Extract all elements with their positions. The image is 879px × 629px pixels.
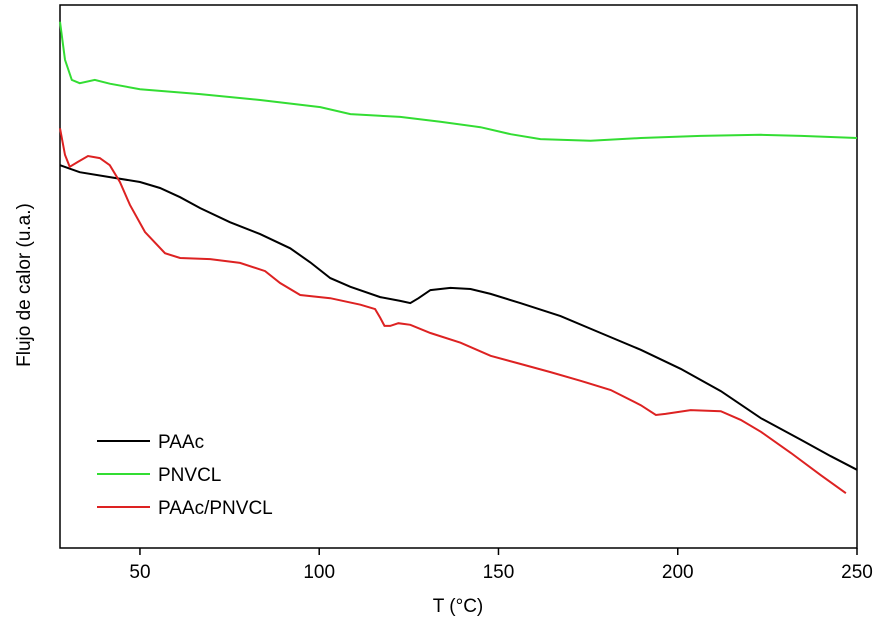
plot-frame	[59, 4, 858, 549]
x-axis-label: T (°C)	[433, 596, 484, 617]
legend-label: PAAc	[158, 432, 204, 453]
x-tick-label: 50	[129, 562, 150, 583]
data-line	[59, 164, 858, 471]
x-tick-label: 200	[662, 562, 694, 583]
x-tick-label: 250	[841, 562, 873, 583]
legend-label: PNVCL	[158, 465, 221, 486]
legend-label: PAAc/PNVCL	[158, 498, 273, 519]
data-line	[59, 21, 858, 142]
data-line	[59, 128, 847, 495]
x-tick-label: 150	[483, 562, 515, 583]
y-axis-label: Flujo de calor (u.a.)	[14, 203, 35, 367]
x-tick-label: 100	[303, 562, 335, 583]
